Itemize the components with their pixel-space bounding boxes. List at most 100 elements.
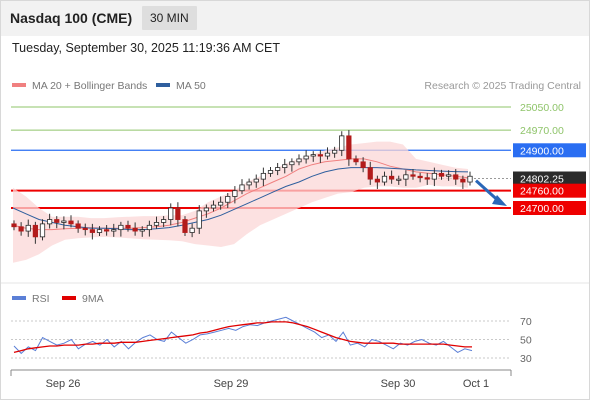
legend-swatch-bollinger	[12, 83, 26, 88]
candle	[25, 224, 31, 232]
candle	[303, 155, 309, 160]
price-label-25050.00: 25050.00	[520, 102, 564, 114]
candle	[218, 201, 224, 206]
candle	[431, 172, 437, 180]
candle	[324, 152, 331, 157]
legend-ma50: MA 50	[156, 80, 206, 92]
candle	[82, 227, 88, 231]
candle	[210, 204, 217, 209]
candle	[18, 226, 24, 232]
candle	[446, 174, 452, 177]
header-bar	[0, 0, 590, 36]
candle	[118, 224, 124, 231]
candle	[453, 174, 459, 180]
candle	[346, 135, 352, 160]
candle	[410, 174, 416, 177]
timeframe-button[interactable]: 30 MIN	[142, 6, 197, 30]
candle	[96, 229, 103, 233]
candle	[89, 229, 95, 233]
legend-swatch-9ma	[62, 296, 76, 301]
candle	[132, 227, 138, 232]
rsi-tick-50: 50	[520, 335, 532, 347]
candles-group	[11, 130, 473, 244]
candle	[389, 175, 395, 180]
legend-label-bollinger: MA 20 + Bollinger Bands	[32, 80, 148, 92]
x-tick-label: Sep 26	[46, 378, 81, 390]
candle	[203, 207, 209, 212]
legend-9ma: 9MA	[62, 293, 104, 305]
candle	[438, 172, 445, 177]
candle	[61, 220, 67, 223]
candle	[104, 229, 110, 232]
candle	[246, 181, 252, 186]
price-label-bg-24700.00	[513, 201, 586, 215]
legend-label-9ma: 9MA	[82, 293, 104, 305]
legend-rsi: RSI	[12, 293, 50, 305]
candle	[47, 219, 53, 225]
price-label-24700.00: 24700.00	[520, 203, 564, 215]
candle	[111, 229, 117, 232]
rsi-9ma-line	[13, 321, 472, 354]
candle	[225, 196, 231, 203]
candle	[175, 207, 181, 220]
candle	[232, 190, 238, 197]
x-tick-label: Sep 29	[214, 378, 249, 390]
candle	[367, 167, 373, 180]
candle	[317, 154, 323, 157]
price-label-bg-24802.25	[513, 171, 586, 186]
price-label-24760.00: 24760.00	[520, 186, 564, 198]
candle	[54, 219, 60, 223]
candle	[196, 210, 202, 229]
candle	[75, 223, 81, 229]
candle	[417, 175, 423, 179]
candle	[374, 178, 380, 183]
price-label-bg-24760.00	[513, 183, 586, 198]
candle	[253, 178, 259, 183]
forecast-arrow-head	[492, 195, 507, 206]
x-tick-label: Sep 30	[381, 378, 416, 390]
rsi-tick-30: 30	[520, 353, 532, 365]
bollinger-band	[13, 141, 468, 263]
credit-text: Research © 2025 Trading Central	[424, 80, 581, 92]
rsi-line	[13, 316, 473, 355]
legend-label-ma50: MA 50	[176, 80, 206, 92]
legend-swatch-rsi	[12, 296, 26, 301]
price-label-24900.00: 24900.00	[520, 145, 564, 157]
chart-datetime: Tuesday, September 30, 2025 11:19:36 AM …	[12, 41, 280, 55]
candle	[381, 175, 388, 183]
candle	[39, 223, 46, 238]
legend-label-rsi: RSI	[32, 293, 50, 305]
candle	[296, 158, 302, 163]
candle	[267, 170, 274, 174]
candle	[396, 178, 402, 181]
candle	[11, 223, 17, 228]
rsi-tick-70: 70	[520, 316, 532, 328]
candle	[460, 178, 466, 183]
candle	[310, 154, 316, 157]
candle	[282, 164, 288, 168]
candle	[239, 184, 245, 192]
candle	[182, 219, 188, 233]
candle	[289, 161, 295, 166]
instrument-title: Nasdaq 100 (CME)	[10, 10, 133, 26]
candle	[146, 224, 152, 231]
candle	[339, 135, 345, 151]
legend-bollinger: MA 20 + Bollinger Bands	[12, 80, 147, 92]
price-label-24970.00: 24970.00	[520, 125, 564, 137]
candle	[32, 224, 38, 238]
candle	[68, 220, 74, 225]
candle	[467, 175, 473, 183]
candle	[189, 227, 195, 233]
candle	[353, 158, 359, 163]
candle	[360, 161, 366, 168]
candle	[424, 177, 430, 180]
candle	[403, 174, 409, 180]
price-label-bg-24900.00	[513, 143, 586, 158]
price-label-24802.25: 24802.25	[520, 173, 564, 185]
candle	[139, 229, 145, 232]
x-tick-label: Oct 1	[463, 378, 489, 390]
candle	[275, 167, 281, 171]
candle	[332, 149, 338, 154]
candle	[125, 224, 131, 229]
